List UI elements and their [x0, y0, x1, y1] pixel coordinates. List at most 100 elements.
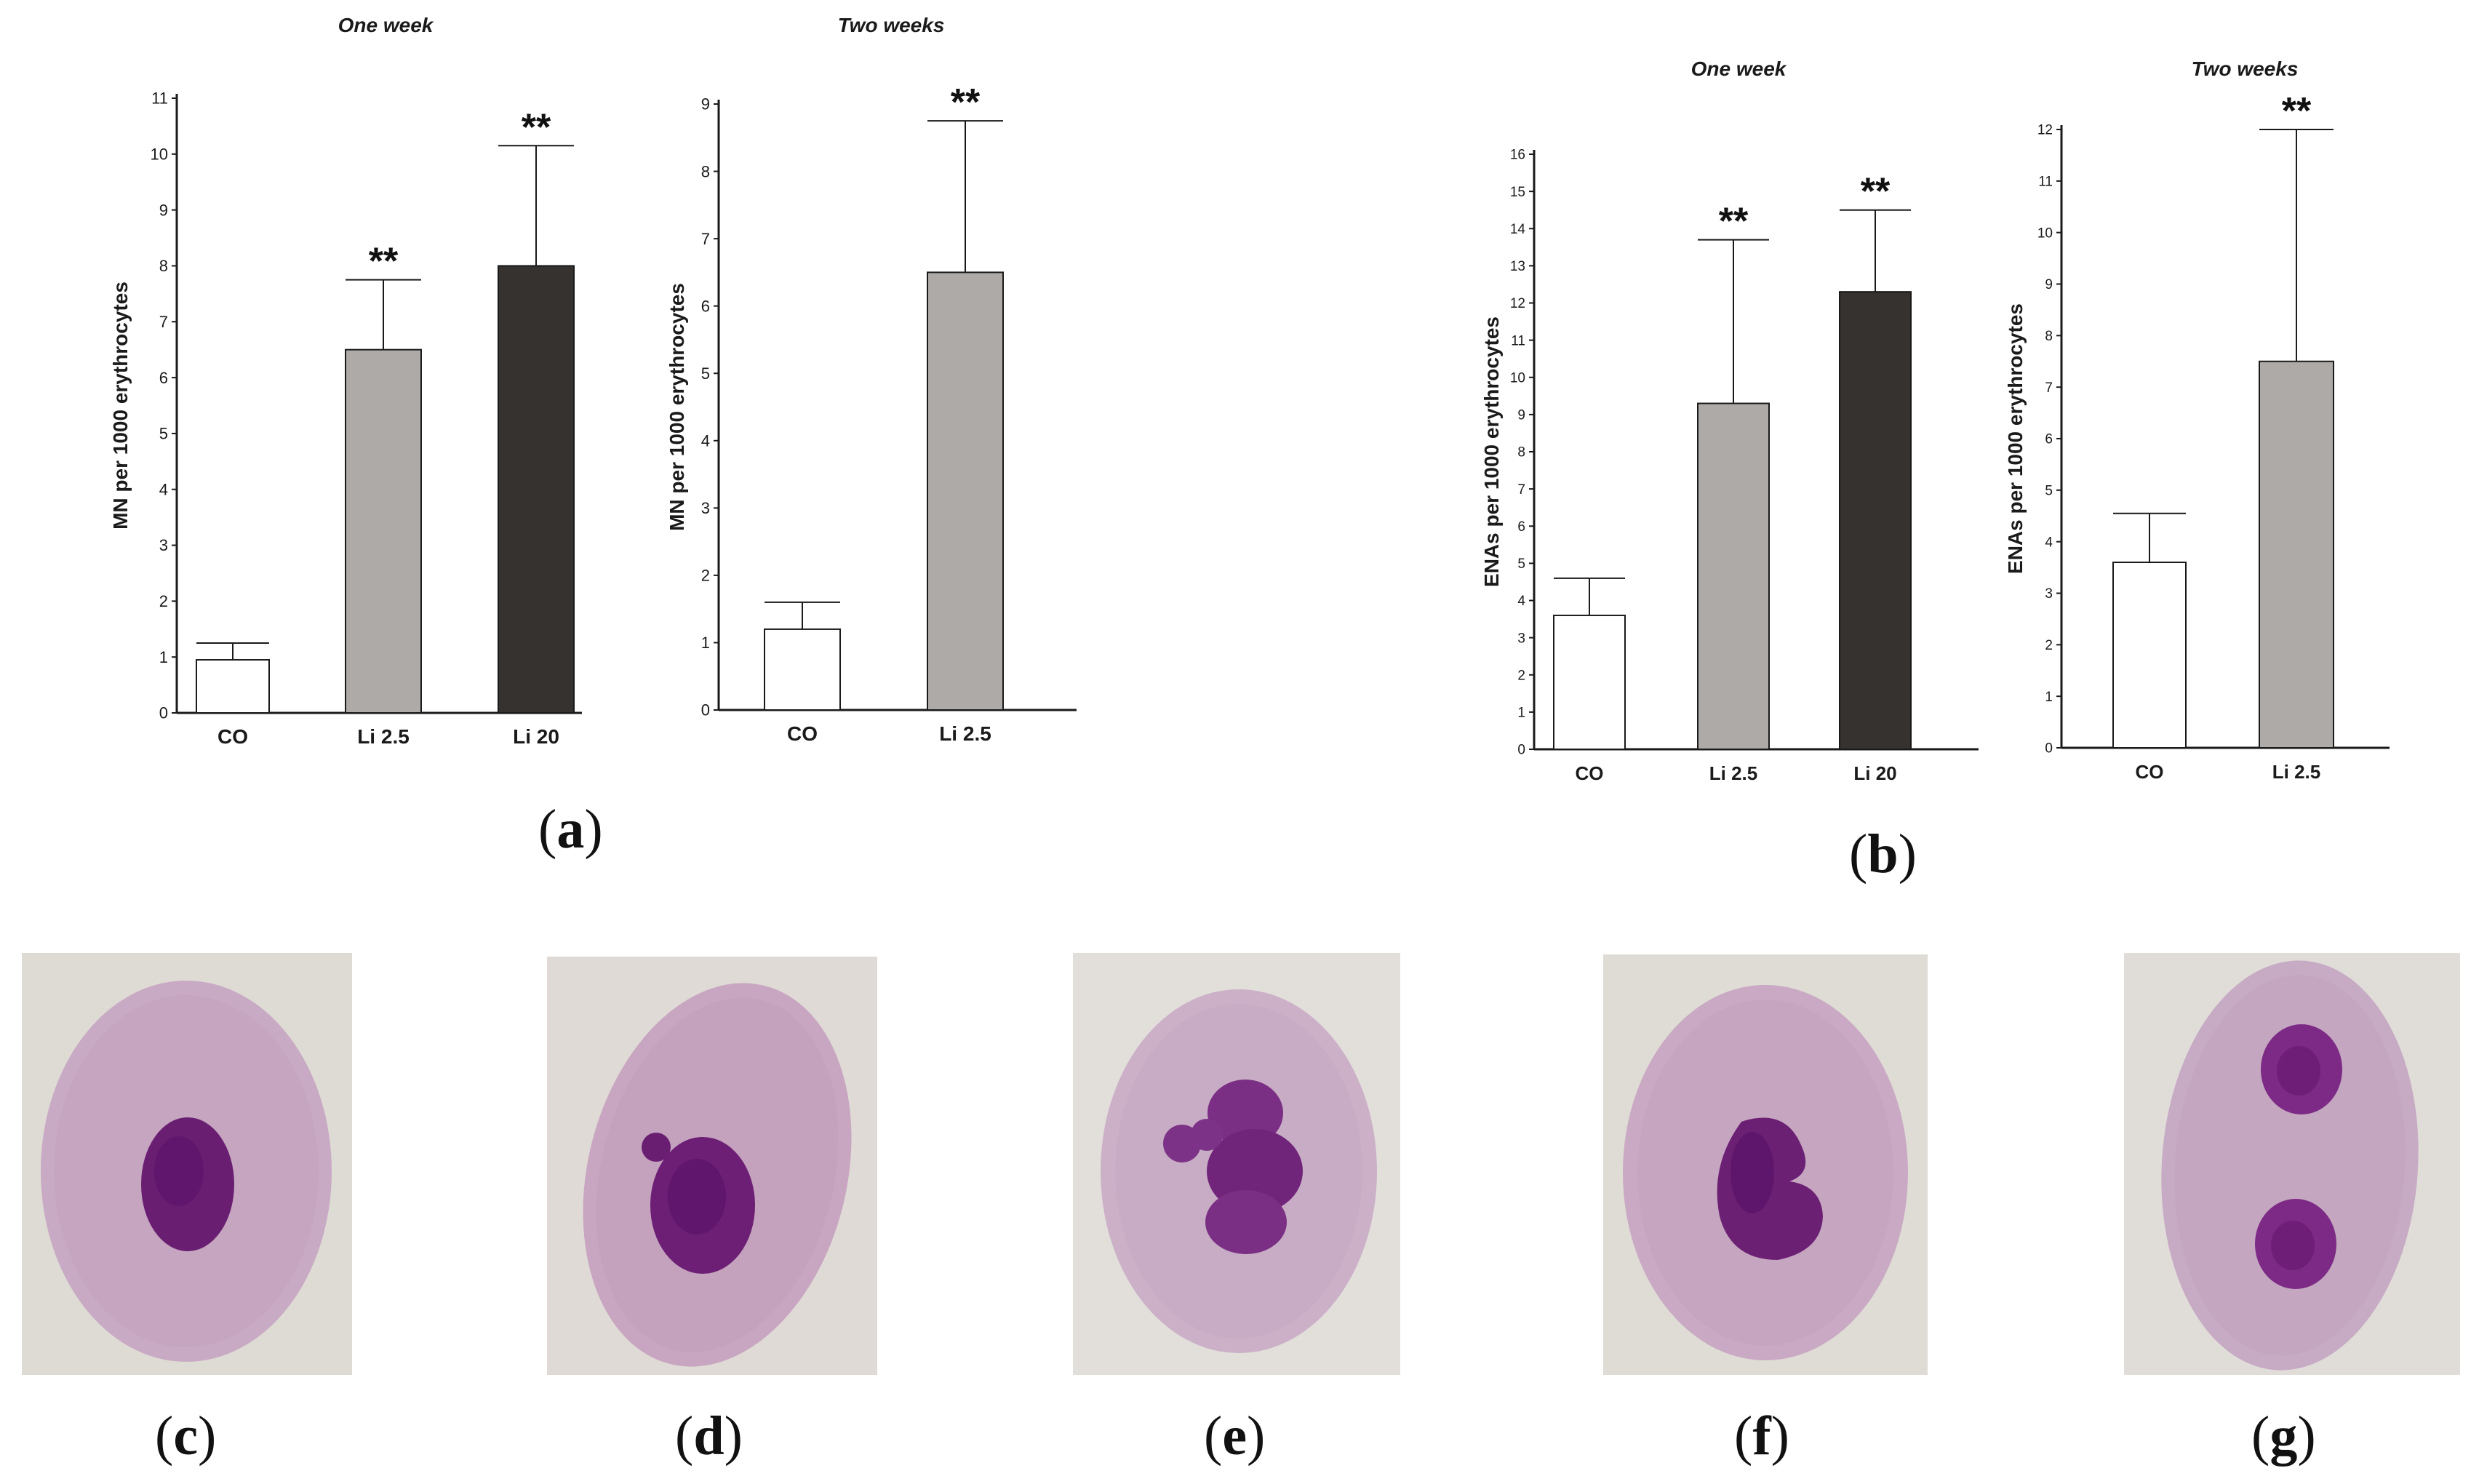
y-tick-label: 7	[701, 230, 710, 248]
bar	[1839, 291, 1912, 751]
y-tick-label: 0	[2045, 741, 2053, 757]
micrograph-f	[1603, 954, 1928, 1375]
chart-title: One week	[338, 14, 434, 36]
y-tick-label: 10	[2037, 226, 2053, 241]
chart-title: One week	[1691, 57, 1787, 80]
category-label: Li 2.5	[2272, 761, 2320, 783]
chart-title: Two weeks	[2192, 57, 2299, 80]
category-label: CO	[787, 722, 818, 745]
y-axis-label: MN per 1000 erythrocytes	[109, 282, 132, 530]
y-tick-label: 2	[2045, 638, 2053, 653]
bar	[927, 271, 1004, 711]
panel-label-e: (e)	[1204, 1405, 1266, 1467]
y-tick-label: 3	[701, 499, 710, 517]
panel-label-a: (a)	[538, 799, 603, 860]
category-label: Li 20	[1853, 762, 1896, 784]
y-tick-label: 0	[159, 704, 168, 722]
y-tick-label: 7	[1517, 482, 1525, 498]
y-tick-label: 9	[159, 201, 168, 219]
y-tick-label: 11	[151, 89, 168, 108]
y-axis-label: ENAs per 1000 erythrocytes	[2004, 303, 2027, 574]
y-tick-label: 8	[1517, 445, 1525, 460]
notched-nucleus-erythrocyte-icon	[1603, 954, 1928, 1375]
y-tick-label: 10	[1510, 370, 1525, 386]
y-tick-label: 2	[1517, 668, 1525, 683]
y-tick-label: 2	[159, 592, 168, 610]
y-tick-label: 6	[701, 297, 710, 315]
panel-label-b: (b)	[1849, 823, 1917, 885]
panel-label-d: (d)	[675, 1405, 743, 1467]
bar	[498, 265, 575, 714]
bar	[345, 348, 422, 714]
y-tick-label: 7	[159, 313, 168, 331]
category-label: Li 2.5	[357, 725, 410, 748]
micrograph-e	[1073, 953, 1400, 1375]
y-tick-label: 3	[159, 536, 168, 554]
micrograph-d	[547, 957, 877, 1375]
y-tick-label: 5	[701, 364, 710, 383]
y-tick-label: 5	[1517, 556, 1525, 572]
y-tick-label: 16	[1510, 148, 1525, 163]
y-tick-label: 3	[2045, 586, 2053, 602]
significance-marker: **	[369, 241, 399, 283]
category-label: CO	[217, 725, 248, 748]
y-tick-label: 5	[159, 425, 168, 443]
micrograph-g	[2124, 953, 2460, 1375]
y-tick-label: 12	[2037, 123, 2053, 138]
category-label: Li 2.5	[1709, 762, 1757, 784]
y-tick-label: 0	[1517, 743, 1525, 758]
y-tick-label: 9	[1517, 408, 1525, 423]
bar	[1697, 402, 1770, 750]
y-tick-label: 4	[701, 431, 710, 450]
panel-label-g: (g)	[2251, 1405, 2316, 1467]
y-tick-label: 10	[151, 145, 168, 164]
panel-label-c: (c)	[155, 1405, 217, 1467]
micrograph-c	[22, 953, 352, 1375]
y-tick-label: 11	[1511, 333, 1525, 348]
y-tick-label: 8	[2045, 329, 2053, 344]
bar	[196, 659, 270, 714]
y-tick-label: 13	[1510, 259, 1525, 274]
binucleated-erythrocyte-icon	[2124, 953, 2460, 1375]
significance-marker: **	[1861, 171, 1891, 213]
y-tick-label: 8	[159, 257, 168, 275]
y-tick-label: 1	[701, 634, 710, 652]
micronucleated-erythrocyte-icon	[547, 957, 877, 1375]
y-tick-label: 0	[701, 701, 710, 719]
y-tick-label: 4	[159, 480, 168, 498]
chart-mn-one-week: One week MN per 1000 erythrocytes 0 1 2 3 4 5 6 7…	[109, 14, 582, 748]
bar	[2259, 360, 2334, 749]
chart-title: Two weeks	[838, 14, 945, 36]
y-tick-label: 7	[2045, 380, 2053, 396]
y-tick-label: 4	[1517, 594, 1525, 609]
y-tick-label: 5	[2045, 483, 2053, 498]
bar	[1553, 614, 1626, 751]
y-tick-label: 6	[159, 369, 168, 387]
y-tick-label: 1	[159, 648, 168, 666]
significance-marker: **	[1719, 201, 1749, 243]
category-label: Li 20	[513, 725, 559, 748]
y-tick-label: 8	[701, 162, 710, 180]
y-tick-label: 1	[2045, 690, 2053, 705]
lobed-nucleus-erythrocyte-icon	[1073, 953, 1400, 1375]
category-label: Li 2.5	[939, 722, 991, 745]
significance-marker: **	[522, 106, 551, 148]
y-tick-label: 6	[1517, 519, 1525, 535]
y-tick-label: 9	[701, 95, 710, 113]
y-tick-label: 15	[1510, 185, 1525, 200]
y-tick-label: 2	[701, 567, 710, 585]
category-label: CO	[1576, 762, 1604, 784]
bar	[764, 628, 841, 711]
y-tick-label: 11	[2038, 174, 2053, 189]
y-tick-label: 1	[1517, 706, 1525, 721]
y-tick-label: 14	[1510, 222, 1526, 237]
normal-erythrocyte-icon	[22, 953, 352, 1375]
chart-mn-two-weeks: Two weeks MN per 1000 erythrocytes 0 1 2 3 4 5 6…	[666, 14, 1077, 745]
y-tick-label: 9	[2045, 277, 2053, 292]
y-axis-label: ENAs per 1000 erythrocytes	[1480, 316, 1503, 587]
y-tick-label: 12	[1510, 296, 1525, 311]
bar	[2112, 562, 2187, 749]
